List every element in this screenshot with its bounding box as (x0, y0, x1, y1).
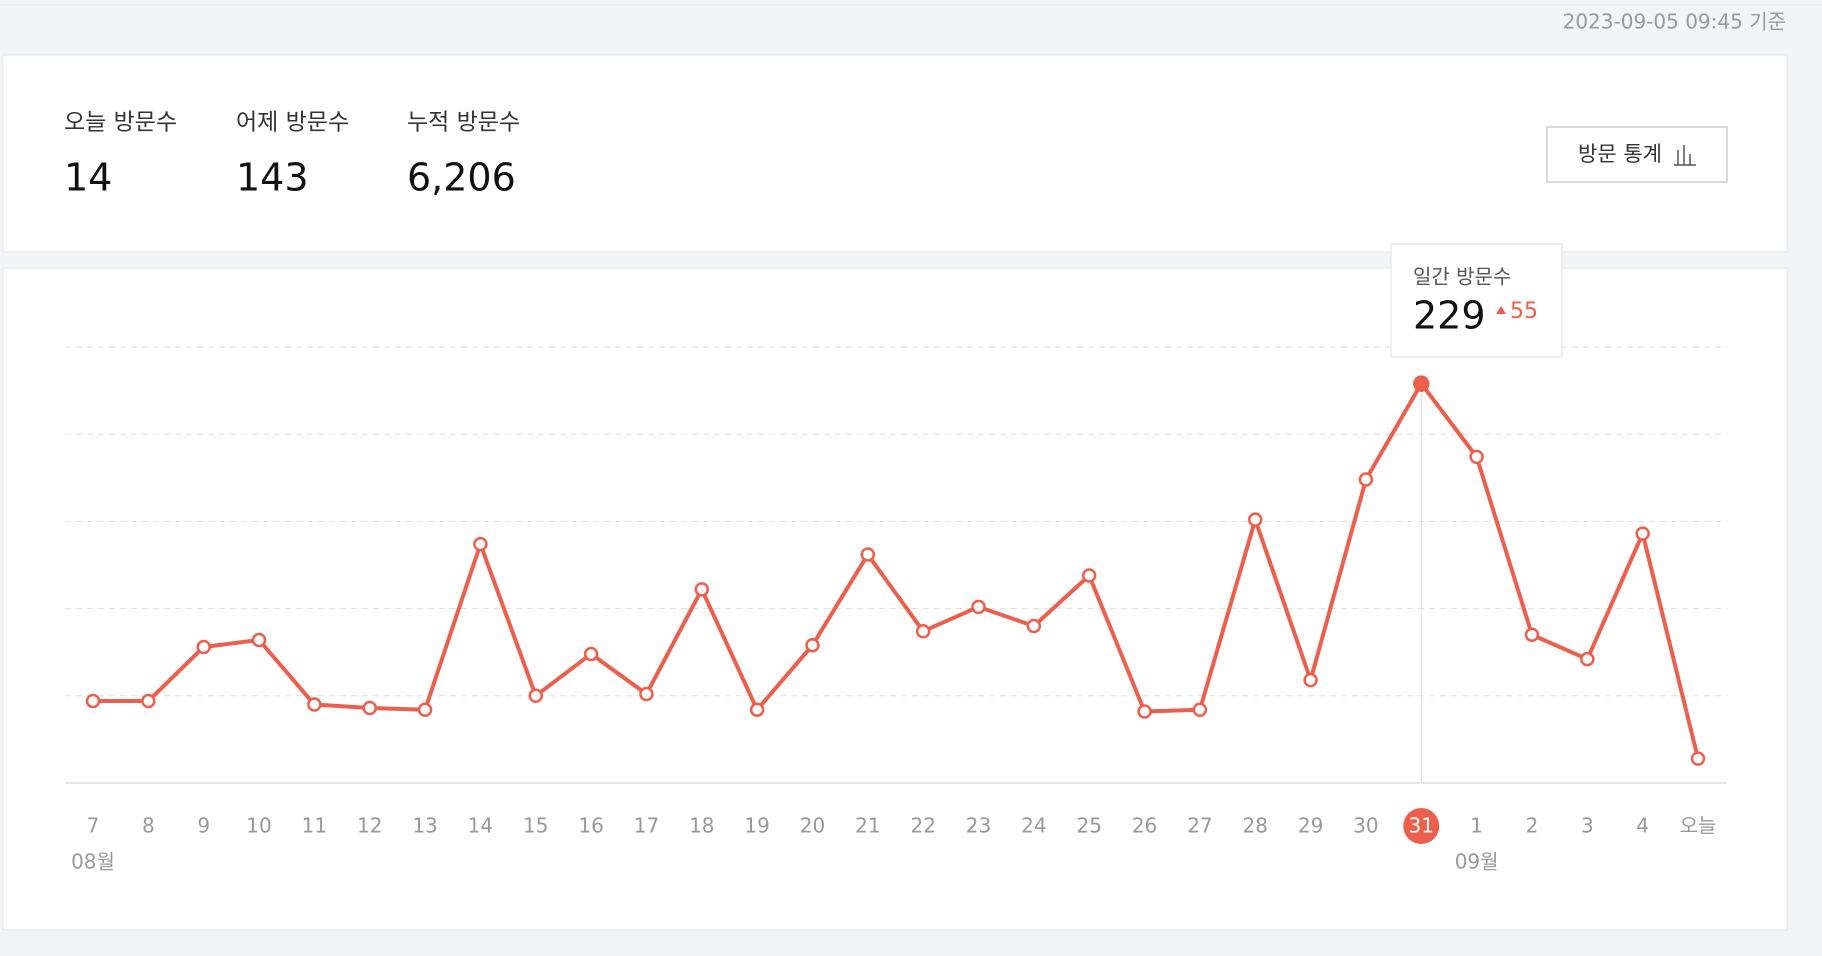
button-label[interactable]: 방문 통계 (1578, 142, 1662, 166)
x-tick-label: 4 (1636, 814, 1649, 838)
point (1081, 568, 1097, 583)
chart-icon[interactable] (1674, 145, 1696, 166)
month-label: 09월 (1455, 850, 1499, 874)
point (141, 693, 156, 709)
stat-value: 6,206 (407, 156, 516, 200)
point (1192, 702, 1208, 718)
x-tick-label: 오늘 (1680, 814, 1717, 838)
point (694, 582, 710, 597)
point (1358, 472, 1374, 487)
x-tick-label: 31 (1409, 814, 1434, 838)
x-tick-label: 3 (1581, 814, 1594, 838)
x-tick-label: 23 (966, 814, 991, 838)
point (1524, 627, 1540, 643)
x-tick-label: 12 (357, 814, 382, 838)
point (639, 686, 654, 702)
stat-label: 오늘 방문수 (64, 110, 177, 136)
stat-label: 어제 방문수 (236, 110, 349, 136)
x-tick-label: 7 (87, 814, 100, 838)
stat-value: 14 (64, 156, 112, 200)
timestamp: 2023-09-05 09:45 기준 (1563, 10, 1786, 34)
x-tick-label: 20 (800, 814, 825, 838)
point (85, 693, 101, 709)
selected-badge (1403, 808, 1440, 844)
point (805, 637, 820, 653)
stats-card (2, 54, 1788, 253)
point (1690, 751, 1706, 766)
point (749, 702, 765, 718)
point (1580, 651, 1595, 667)
stat-value: 143 (236, 156, 309, 200)
point (362, 700, 377, 716)
up-arrow (1496, 306, 1506, 314)
tooltip-box (1390, 243, 1563, 358)
tooltip-label: 일간 방문수 (1413, 265, 1511, 289)
point (1137, 704, 1152, 719)
point (251, 632, 267, 648)
x-tick-label: 28 (1243, 814, 1268, 838)
x-tick-label: 1 (1470, 814, 1483, 838)
point (1303, 672, 1318, 688)
x-tick-label: 29 (1298, 814, 1323, 838)
point (971, 599, 986, 615)
tooltip-value: 229 (1413, 294, 1486, 338)
point (1413, 375, 1430, 392)
point (915, 624, 931, 639)
point (528, 688, 544, 704)
x-tick-label: 11 (302, 814, 327, 838)
x-tick-label: 14 (468, 814, 493, 838)
x-tick-label: 13 (412, 814, 437, 838)
point (196, 639, 211, 655)
point (583, 646, 599, 662)
x-tick-label: 15 (523, 814, 548, 838)
x-tick-label: 9 (197, 814, 210, 838)
point (860, 547, 876, 562)
chart-card (2, 267, 1788, 931)
x-tick-label: 25 (1076, 814, 1101, 838)
x-tick-label: 26 (1132, 814, 1157, 838)
stat-label: 누적 방문수 (407, 110, 520, 136)
month-label: 08월 (71, 850, 115, 874)
point (1026, 618, 1042, 634)
point (1635, 526, 1650, 541)
point (1469, 449, 1484, 465)
x-tick-label: 2 (1526, 814, 1539, 838)
line (93, 381, 1700, 760)
stats-button[interactable]: 방문 통계 (1546, 126, 1728, 183)
tooltip-change: 55 (1510, 299, 1538, 324)
x-tick-label: 30 (1353, 814, 1378, 838)
x-tick-label: 24 (1021, 814, 1046, 838)
button-box[interactable] (1546, 126, 1728, 183)
x-tick-label: 22 (910, 814, 935, 838)
x-tick-label: 27 (1187, 814, 1212, 838)
x-tick-label: 17 (634, 814, 659, 838)
x-tick-label: 19 (744, 814, 769, 838)
x-tick-label: 8 (142, 814, 155, 838)
point (307, 697, 322, 712)
point (417, 702, 433, 718)
x-tick-label: 16 (578, 814, 603, 838)
x-tick-label: 18 (689, 814, 714, 838)
point (1247, 512, 1263, 527)
point (473, 536, 488, 552)
x-tick-label: 10 (246, 814, 271, 838)
x-tick-label: 21 (855, 814, 880, 838)
